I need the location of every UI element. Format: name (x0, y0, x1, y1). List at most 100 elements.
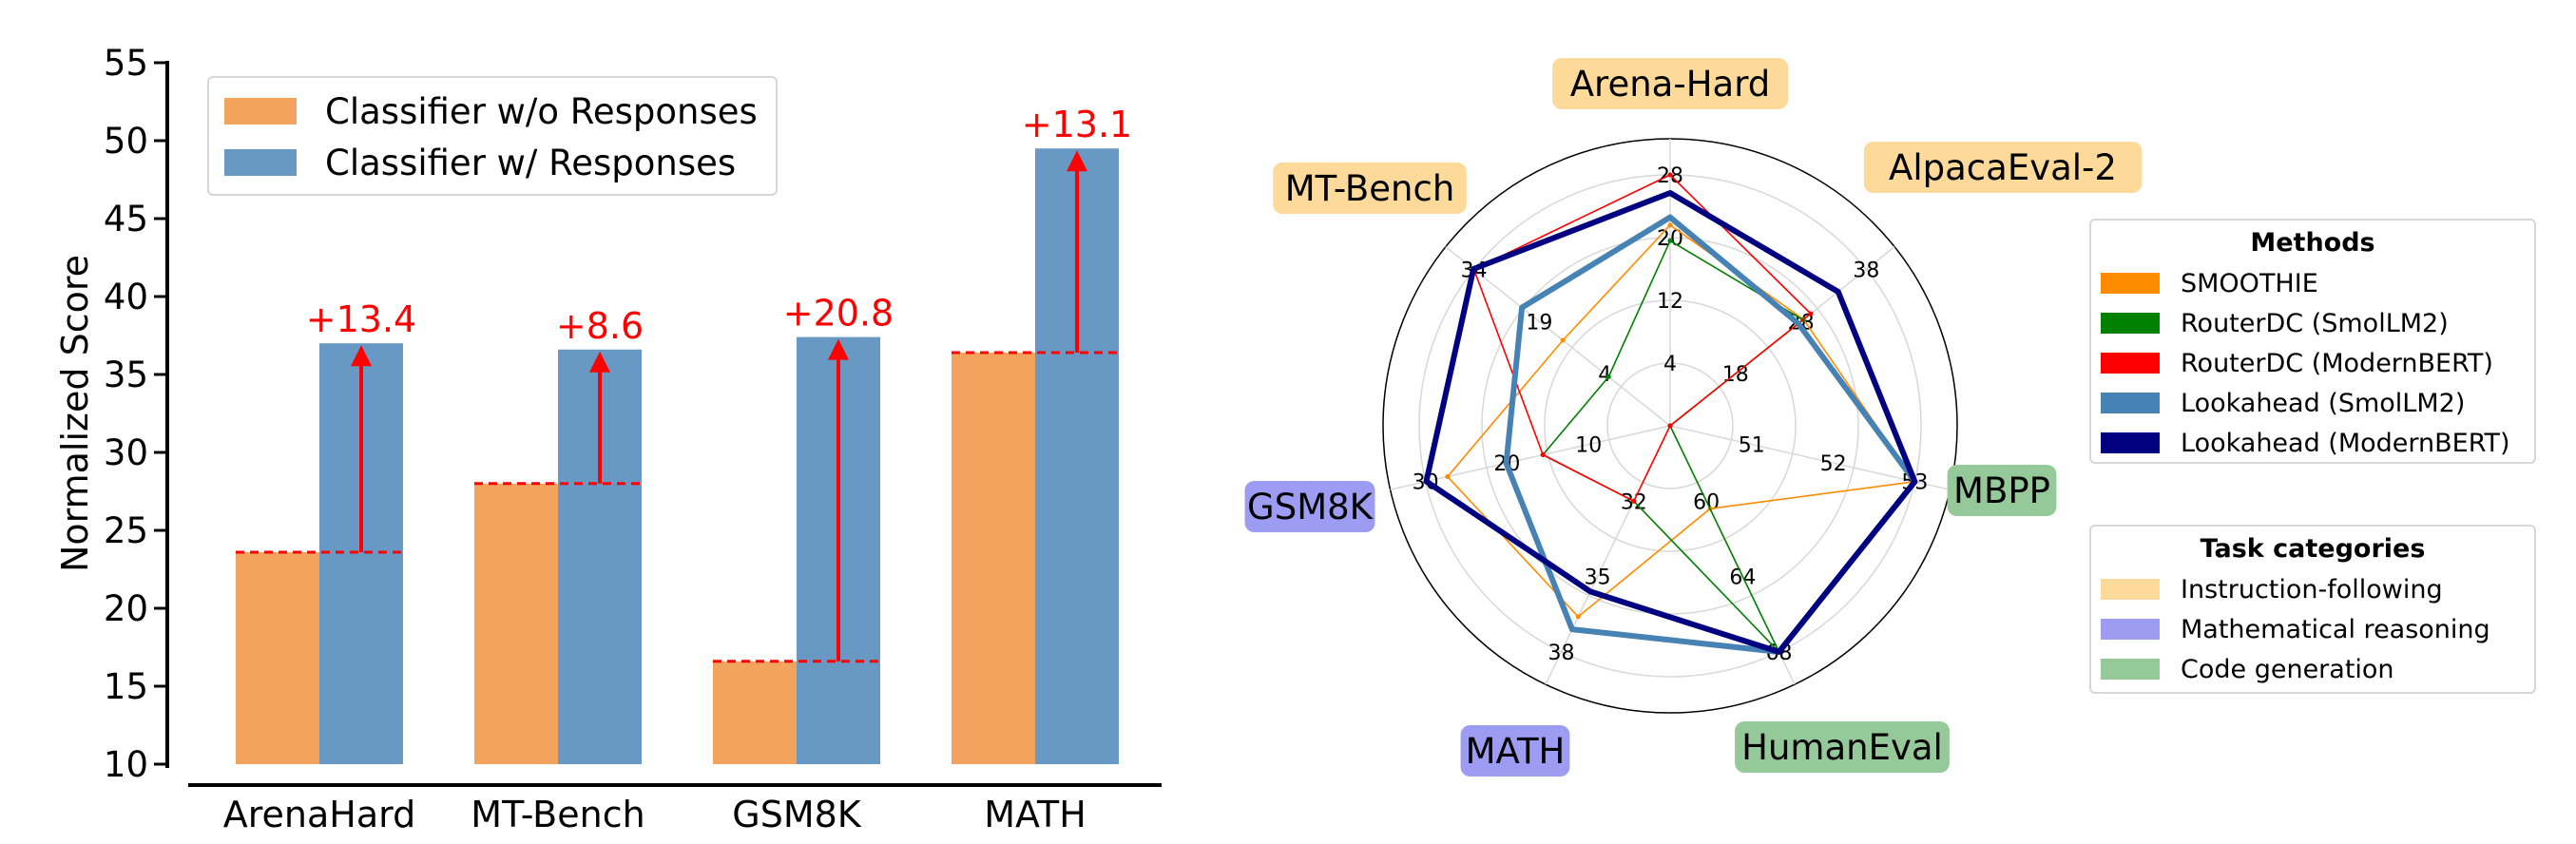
legend-item-smoothie: SMOOTHIE (2091, 263, 2534, 303)
radar-axis-label-box-mt-bench (1273, 163, 1467, 214)
legend-label-smoothie: SMOOTHIE (2181, 268, 2318, 298)
radar-spoke (1390, 425, 1671, 490)
radar-point-lookahead-smollm2 (1668, 216, 1672, 220)
radar-point-lookahead-modernbert (1913, 480, 1916, 484)
bar-without-responses (952, 353, 1035, 764)
y-axis-label: Normalized Score (54, 255, 96, 572)
radar-tick-label: 10 (1575, 434, 1602, 458)
task-categories-legend-title: Task categories (2200, 534, 2426, 564)
radar-point-lookahead-modernbert (1588, 589, 1592, 593)
radar-series-lookahead-smollm2 (1503, 214, 1918, 655)
radar-tick-label: 51 (1739, 434, 1765, 458)
radar-tick-label: 4 (1663, 353, 1677, 376)
y-tick-label: 20 (104, 588, 148, 629)
radar-point-routerdc-modernbert (1667, 423, 1673, 429)
radar-point-routerdc-smollm2 (1667, 238, 1673, 243)
legend-swatch-mathematical-reasoning (2101, 619, 2160, 640)
radar-point-smoothie (1560, 337, 1566, 343)
y-tick-label: 45 (104, 199, 148, 240)
improvement-arrow-head (351, 345, 372, 367)
bar-without-responses (713, 661, 797, 764)
legend-swatch-without-responses (224, 98, 297, 125)
radar-point-smoothie (1445, 474, 1451, 479)
improvement-arrow-head (589, 351, 610, 373)
y-tick-label: 55 (104, 43, 148, 84)
legend-label-mathematical-reasoning: Mathematical reasoning (2181, 614, 2490, 644)
legend-label-without-responses: Classifier w/o Responses (325, 90, 758, 132)
legend-label-routerdc-modernbert: RouterDC (ModernBERT) (2181, 348, 2493, 378)
radar-point-lookahead-smollm2 (1520, 306, 1524, 310)
radar-point-lookahead-modernbert (1668, 191, 1672, 195)
y-tick-label: 40 (104, 277, 148, 317)
legend-swatch-instruction-following (2101, 579, 2160, 600)
y-tick-label: 10 (104, 744, 148, 785)
legend-label-lookahead-modernbert: Lookahead (ModernBERT) (2181, 428, 2510, 458)
legend-item-with-responses: Classifier w/ Responses (209, 137, 776, 188)
task-categories-legend: Task categories Instruction-following Ma… (2089, 525, 2536, 694)
radar-axis-label-gsm8k: GSM8K (1247, 487, 1375, 528)
radar-tick-label: 4 (1598, 363, 1611, 387)
legend-label-routerdc-smollm2: RouterDC (SmolLM2) (2181, 308, 2449, 338)
legend-item-lookahead-modernbert: Lookahead (ModernBERT) (2091, 423, 2534, 463)
radar-point-routerdc-modernbert (1631, 498, 1637, 504)
y-tick-label: 35 (104, 355, 148, 395)
legend-swatch-routerdc-smollm2 (2101, 313, 2160, 334)
legend-swatch-lookahead-smollm2 (2101, 393, 2160, 413)
radar-spoke (1669, 425, 1951, 490)
radar-tick-label: 38 (1548, 642, 1574, 665)
improvement-label: +13.4 (306, 298, 416, 340)
radar-axis-label-arena-hard: Arena-Hard (1570, 64, 1771, 105)
improvement-label: +13.1 (1022, 104, 1132, 145)
legend-item-routerdc-smollm2: RouterDC (SmolLM2) (2091, 303, 2534, 343)
x-tick-label: ArenaHard (223, 794, 415, 835)
legend-swatch-with-responses (224, 149, 297, 176)
radar-point-routerdc-smollm2 (1605, 374, 1611, 379)
radar-tick-label: 38 (1853, 259, 1879, 282)
radar-tick-label: 52 (1820, 452, 1847, 476)
legend-swatch-smoothie (2101, 273, 2160, 294)
radar-point-lookahead-modernbert (1778, 650, 1780, 654)
radar-series-lookahead-modernbert (1423, 190, 1918, 655)
radar-point-lookahead-modernbert (1425, 480, 1428, 483)
radar-point-lookahead-smollm2 (1797, 322, 1800, 325)
radar-tick-label: 12 (1657, 290, 1683, 314)
radar-axis-label-box-alpacaeval-2 (1863, 142, 2143, 193)
improvement-label: +8.6 (556, 305, 644, 347)
bar-without-responses (474, 483, 558, 764)
y-tick-label: 50 (104, 121, 148, 162)
radar-point-lookahead-modernbert (1836, 290, 1840, 294)
radar-axis-label-humaneval: HumanEval (1741, 727, 1943, 768)
x-tick-label: MATH (984, 794, 1086, 835)
legend-item-code-generation: Code generation (2091, 649, 2534, 689)
bar-chart: 10 15 20 25 30 35 40 45 50 55 Normalized Score +13.… (54, 43, 1162, 835)
radar-axis-label-box-mbpp (1947, 465, 2057, 516)
radar-chart: 4122028182838515253606468323538102030419… (1244, 58, 2143, 777)
legend-item-lookahead-smollm2: Lookahead (SmolLM2) (2091, 383, 2534, 423)
improvement-arrow-head (828, 338, 849, 360)
radar-axis-label-mt-bench: MT-Bench (1285, 168, 1455, 209)
improvement-arrow-head (1067, 150, 1087, 172)
radar-point-routerdc-modernbert (1540, 452, 1546, 457)
y-tick-label: 25 (104, 510, 148, 551)
legend-label-code-generation: Code generation (2181, 654, 2394, 684)
radar-point-lookahead-smollm2 (1505, 461, 1509, 465)
improvement-label: +20.8 (783, 293, 894, 335)
legend-swatch-code-generation (2101, 659, 2160, 680)
legend-label-instruction-following: Instruction-following (2181, 574, 2443, 604)
legend-item-instruction-following: Instruction-following (2091, 569, 2534, 609)
radar-point-routerdc-modernbert (1808, 311, 1814, 316)
radar-point-smoothie (1575, 614, 1581, 620)
methods-legend-title: Methods (2250, 228, 2375, 258)
radar-spoke (1445, 246, 1671, 427)
radar-axis-label-mbpp: MBPP (1953, 470, 2050, 511)
x-tick-label: MT-Bench (471, 794, 644, 835)
bar-chart-legend: Classifier w/o Responses Classifier w/ R… (207, 76, 778, 196)
radar-axis-label-math: MATH (1466, 731, 1566, 772)
radar-point-routerdc-modernbert (1667, 172, 1673, 178)
legend-swatch-routerdc-modernbert (2101, 353, 2160, 374)
y-tick-label: 30 (104, 432, 148, 473)
radar-point-smoothie (1667, 222, 1673, 228)
legend-item-mathematical-reasoning: Mathematical reasoning (2091, 609, 2534, 649)
legend-label-with-responses: Classifier w/ Responses (325, 142, 737, 183)
